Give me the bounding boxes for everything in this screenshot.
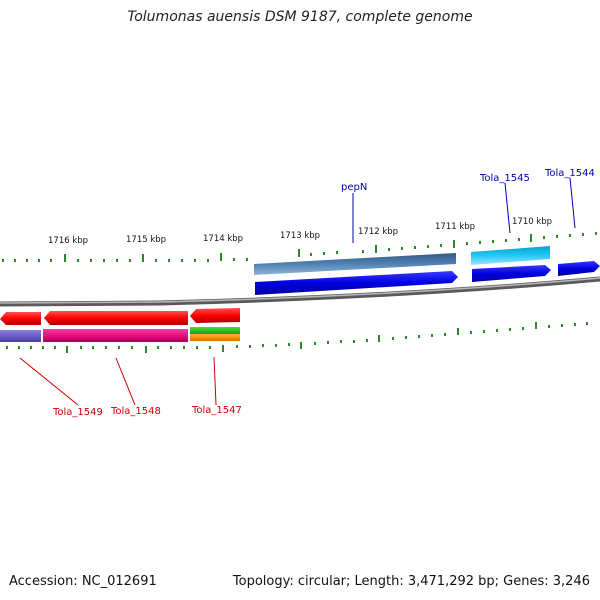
tola-1544-leader bbox=[569, 177, 576, 229]
pepN-gene-arrow[interactable] bbox=[255, 271, 458, 295]
tick-label: 1714 kbp bbox=[203, 234, 243, 244]
tola-1547-feature-bar-green[interactable] bbox=[190, 327, 240, 334]
gene-label-tola-1547: Tola_1547 bbox=[191, 405, 242, 416]
tola-1547-gene-arrow[interactable] bbox=[190, 308, 240, 323]
tola-1549-gene-arrow[interactable] bbox=[0, 312, 41, 325]
accession-text: Accession: NC_012691 bbox=[9, 574, 157, 589]
gene-label-pepN: pepN bbox=[341, 182, 367, 193]
map-title: Tolumonas auensis DSM 9187, complete gen… bbox=[127, 9, 473, 25]
gene-label-tola-1549: Tola_1549 bbox=[52, 407, 103, 418]
tick-label: 1713 kbp bbox=[280, 231, 320, 241]
upper-ruler bbox=[2, 232, 597, 262]
pepN-feature-bar[interactable] bbox=[254, 253, 456, 275]
gene-label-tola-1545: Tola_1545 bbox=[479, 173, 530, 184]
tick-label: 1711 kbp bbox=[435, 222, 475, 232]
tola-1547-feature-bar-orange[interactable] bbox=[190, 334, 240, 341]
tola-1548-feature-bar[interactable] bbox=[43, 329, 188, 342]
lower-ruler bbox=[6, 322, 588, 353]
tola-1545-gene-arrow[interactable] bbox=[472, 265, 551, 282]
tick-label: 1712 kbp bbox=[358, 227, 398, 237]
tola-1545-leader bbox=[504, 182, 511, 234]
reverse-features bbox=[0, 308, 240, 342]
forward-features bbox=[254, 246, 600, 295]
tola-1547-leader bbox=[213, 356, 217, 406]
tola-1549-leader bbox=[19, 357, 79, 406]
gene-label-tola-1548: Tola_1548 bbox=[110, 406, 161, 417]
tola-1545-feature-bar[interactable] bbox=[471, 246, 550, 265]
tola-1548-leader bbox=[115, 357, 136, 406]
tick-label: 1710 kbp bbox=[512, 217, 552, 227]
genome-summary-text: Topology: circular; Length: 3,471,292 bp… bbox=[232, 574, 590, 589]
tick-label: 1716 kbp bbox=[48, 236, 88, 246]
gene-label-tola-1544: Tola_1544 bbox=[544, 168, 595, 179]
tola-1548-gene-arrow[interactable] bbox=[44, 311, 188, 325]
tola-1544-gene-arrow[interactable] bbox=[558, 261, 600, 276]
tola-1549-feature-bar[interactable] bbox=[0, 330, 41, 342]
tick-label: 1715 kbp bbox=[126, 235, 166, 245]
genome-backbone bbox=[0, 276, 600, 307]
